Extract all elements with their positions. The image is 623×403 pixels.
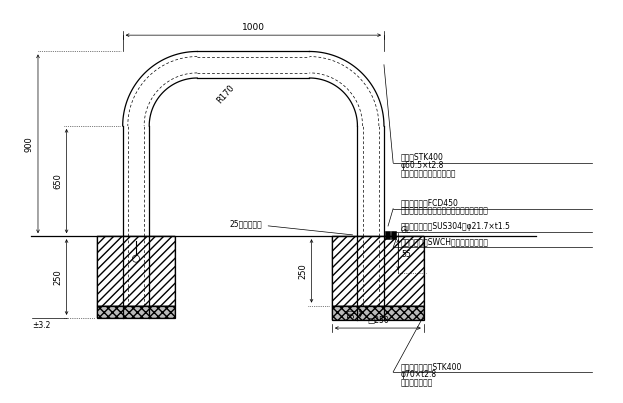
Bar bbox=[97, 305, 174, 318]
Bar bbox=[332, 236, 424, 305]
Bar bbox=[385, 231, 390, 239]
Text: フタ付ケース　STK400: フタ付ケース STK400 bbox=[401, 362, 462, 371]
Text: ±3.2: ±3.2 bbox=[32, 321, 50, 330]
Text: カギボルト　SWCH　ユニクロメッキ: カギボルト SWCH ユニクロメッキ bbox=[401, 237, 488, 246]
Text: φ60.5×t2.8: φ60.5×t2.8 bbox=[401, 161, 444, 170]
Text: 25ミリ南京錠: 25ミリ南京錠 bbox=[230, 219, 353, 235]
Text: □250: □250 bbox=[367, 316, 389, 325]
Text: 650: 650 bbox=[54, 173, 62, 189]
Text: 900: 900 bbox=[25, 136, 34, 152]
Text: R170: R170 bbox=[215, 83, 236, 106]
Text: 溶融亜鉛メッキ後焼付塗装: 溶融亜鉛メッキ後焼付塗装 bbox=[401, 169, 456, 178]
Text: ガイドパイプ　SUS304　φ21.7×t1.5: ガイドパイプ SUS304 φ21.7×t1.5 bbox=[401, 222, 510, 231]
Text: GL: GL bbox=[401, 226, 411, 235]
Bar bbox=[391, 231, 396, 239]
Text: 1000: 1000 bbox=[242, 23, 265, 32]
Text: 250: 250 bbox=[298, 263, 307, 279]
Text: 250: 250 bbox=[54, 269, 62, 285]
Text: ケースフタ　FCD450: ケースフタ FCD450 bbox=[401, 199, 458, 208]
Bar bbox=[332, 305, 424, 320]
Text: 支柱　STK400: 支柱 STK400 bbox=[401, 153, 443, 162]
Text: 55: 55 bbox=[401, 250, 411, 259]
Text: φ70×t2.8: φ70×t2.8 bbox=[401, 370, 437, 379]
Bar bbox=[97, 236, 174, 305]
Bar bbox=[332, 305, 424, 320]
Text: ダクロタイズド処理後シルバー色焼付塗装: ダクロタイズド処理後シルバー色焼付塗装 bbox=[401, 207, 488, 216]
Bar bbox=[97, 305, 174, 318]
Bar bbox=[97, 236, 174, 305]
Text: 溶融亜鉛メッキ: 溶融亜鉛メッキ bbox=[401, 378, 432, 387]
Bar bbox=[332, 236, 424, 305]
Text: 50: 50 bbox=[348, 308, 356, 318]
